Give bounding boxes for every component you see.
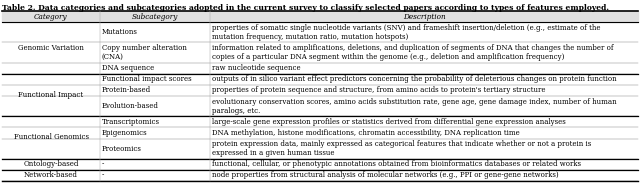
Text: information related to amplifications, deletions, and duplication of segments of: information related to amplifications, d… [212,44,614,61]
Text: raw nucleotide sequence: raw nucleotide sequence [212,64,301,72]
Text: Proteomics: Proteomics [102,145,142,153]
Text: -: - [102,171,104,180]
Text: Category: Category [34,13,68,20]
Text: DNA methylation, histone modifications, chromatin accessibility, DNA replication: DNA methylation, histone modifications, … [212,129,520,137]
Text: large-scale gene expression profiles or statistics derived from differential gen: large-scale gene expression profiles or … [212,118,566,126]
Text: Functional impact scores: Functional impact scores [102,75,191,83]
Bar [2,11,638,22]
Text: functional, cellular, or phenotypic annotations obtained from bioinformatics dat: functional, cellular, or phenotypic anno… [212,160,581,168]
Text: Network-based: Network-based [24,171,78,180]
Text: Copy number alteration
(CNA): Copy number alteration (CNA) [102,44,187,61]
Text: Protein-based: Protein-based [102,86,151,94]
Text: node properties from structural analysis of molecular networks (e.g., PPI or gen: node properties from structural analysis… [212,171,559,180]
Text: evolutionary conservation scores, amino acids substitution rate, gene age, gene : evolutionary conservation scores, amino … [212,98,616,115]
Text: protein expression data, mainly expressed as categorical features that indicate : protein expression data, mainly expresse… [212,140,591,157]
Text: Functional Genomics: Functional Genomics [13,133,88,141]
Text: Ontology-based: Ontology-based [23,160,79,168]
Text: DNA sequence: DNA sequence [102,64,154,72]
Text: -: - [102,160,104,168]
Text: Mutations: Mutations [102,28,138,36]
Text: Transcriptomics: Transcriptomics [102,118,160,126]
Text: Evolution-based: Evolution-based [102,102,159,110]
Text: Subcategory: Subcategory [132,13,178,20]
Text: Table 2. Data categories and subcategories adopted in the current survey to clas: Table 2. Data categories and subcategori… [2,4,609,12]
Text: outputs of in silico variant effect predictors concerning the probability of del: outputs of in silico variant effect pred… [212,75,616,83]
Text: Epigenomics: Epigenomics [102,129,148,137]
Text: Functional Impact: Functional Impact [19,91,84,99]
Text: properties of protein sequence and structure, from amino acids to protein's tert: properties of protein sequence and struc… [212,86,545,94]
Text: Genomic Variation: Genomic Variation [18,44,84,52]
Text: Description: Description [403,13,445,20]
Text: properties of somatic single nucleotide variants (SNV) and frameshift insertion/: properties of somatic single nucleotide … [212,24,600,41]
